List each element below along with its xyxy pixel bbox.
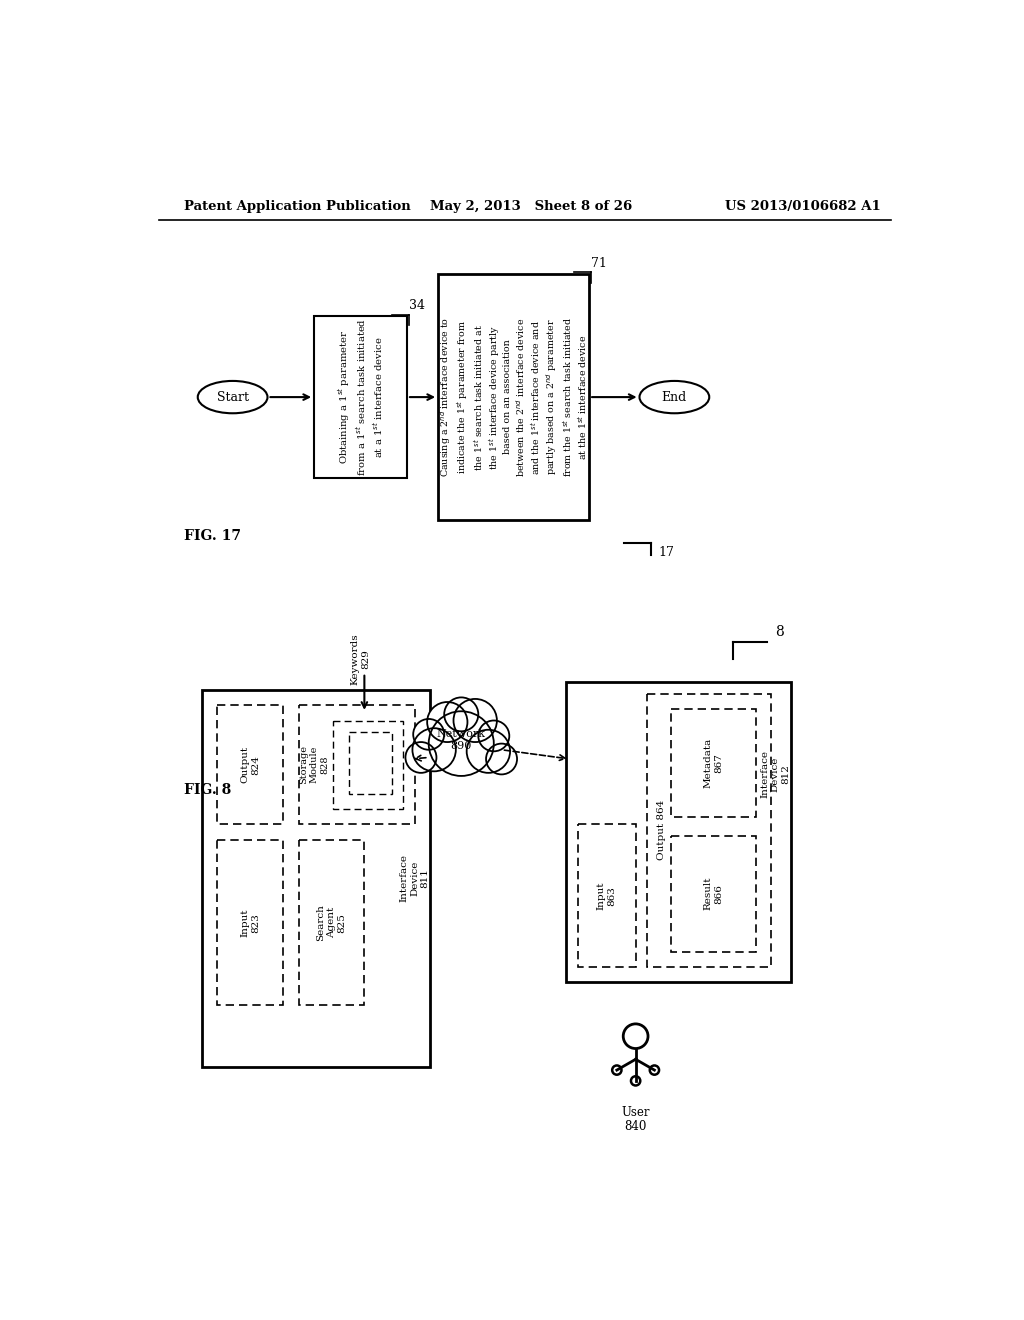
Text: Start: Start	[217, 391, 249, 404]
Text: FIG. 17: FIG. 17	[183, 529, 241, 543]
Text: Causing a 2$^{nd}$ interface device to
indicate the 1$^{st}$ parameter from
the : Causing a 2$^{nd}$ interface device to i…	[438, 317, 589, 477]
Text: Metadata
867: Metadata 867	[703, 738, 723, 788]
Text: May 2, 2013   Sheet 8 of 26: May 2, 2013 Sheet 8 of 26	[430, 199, 633, 213]
Text: US 2013/0106682 A1: US 2013/0106682 A1	[725, 199, 881, 213]
Circle shape	[406, 742, 436, 774]
Text: Interface
Device
811: Interface Device 811	[399, 854, 430, 903]
Text: Patent Application Publication: Patent Application Publication	[183, 199, 411, 213]
Circle shape	[429, 711, 494, 776]
Text: Keywords
829: Keywords 829	[351, 634, 371, 685]
Circle shape	[478, 721, 509, 751]
Text: Interface
Device
812: Interface Device 812	[760, 750, 791, 799]
Text: 71: 71	[591, 257, 606, 271]
Text: Storage
Module
828: Storage Module 828	[299, 746, 329, 784]
Circle shape	[414, 719, 444, 750]
Text: Input
823: Input 823	[241, 908, 260, 937]
Text: 17: 17	[658, 546, 675, 560]
Circle shape	[413, 729, 456, 771]
Text: FIG. 8: FIG. 8	[183, 783, 231, 797]
Text: Output
824: Output 824	[241, 746, 260, 783]
Circle shape	[444, 697, 478, 731]
Text: End: End	[662, 391, 687, 404]
Text: 8: 8	[775, 624, 784, 639]
Circle shape	[427, 702, 467, 742]
Text: Network
890: Network 890	[437, 729, 485, 751]
Text: Result
866: Result 866	[703, 876, 723, 911]
Text: User
840: User 840	[622, 1106, 650, 1134]
Circle shape	[454, 700, 497, 742]
Circle shape	[486, 743, 517, 775]
Text: Output 864: Output 864	[656, 800, 666, 861]
Text: Input
863: Input 863	[597, 882, 616, 909]
Text: Search
Agent
825: Search Agent 825	[316, 904, 346, 941]
Text: Obtaining a 1$^{st}$ parameter
from a 1$^{st}$ search task initiated
at a 1$^{st: Obtaining a 1$^{st}$ parameter from a 1$…	[337, 318, 385, 477]
Text: 34: 34	[409, 300, 425, 313]
Circle shape	[467, 730, 510, 774]
